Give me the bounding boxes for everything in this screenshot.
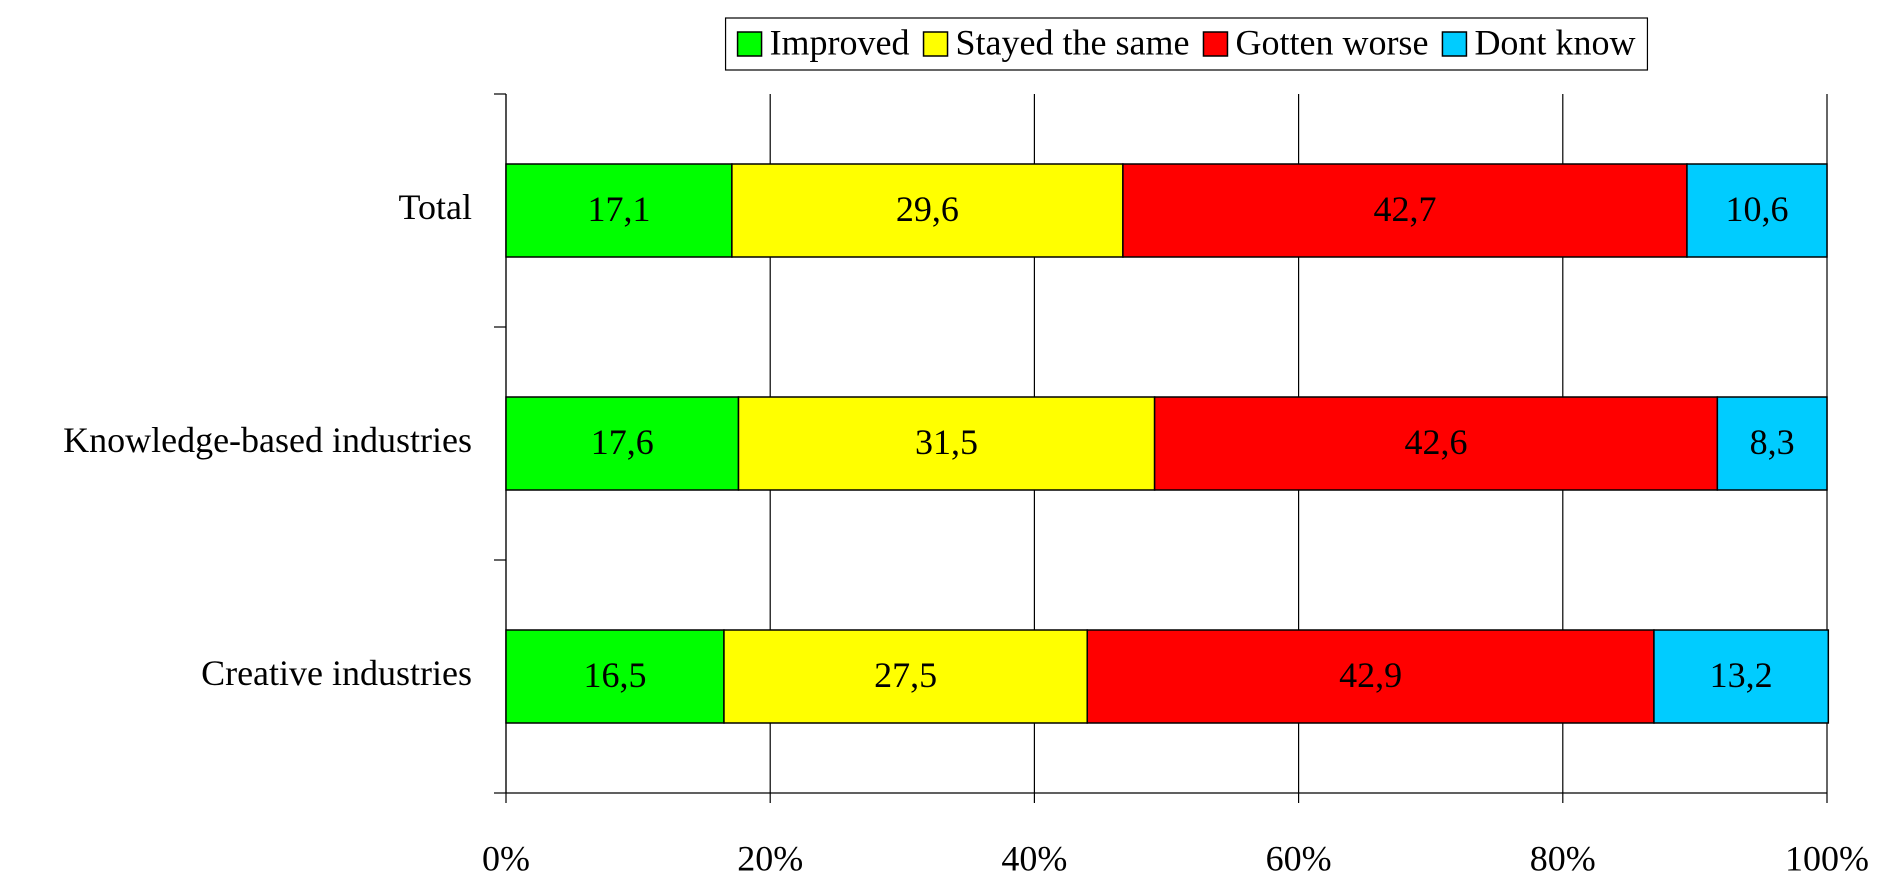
data-label: 27,5: [874, 655, 937, 695]
x-tick-label: 40%: [1001, 838, 1067, 873]
data-label: 42,7: [1373, 189, 1436, 229]
data-label: 29,6: [896, 189, 959, 229]
data-label: 31,5: [915, 422, 978, 462]
bar-segment: [1686, 163, 1828, 258]
legend-label: Gotten worse: [1235, 22, 1428, 62]
data-label: 8,3: [1750, 422, 1795, 462]
bar-segment: [1086, 629, 1655, 724]
bar-segment: [505, 163, 733, 258]
x-tick-label: 0%: [482, 838, 530, 873]
bar-segment: [737, 396, 1156, 491]
data-label: 42,9: [1339, 655, 1402, 695]
legend-label: Stayed the same: [956, 22, 1190, 62]
bar-segment: [723, 629, 1088, 724]
legend-swatch: [1441, 31, 1468, 57]
x-tick-label: 100%: [1785, 838, 1869, 873]
data-label: 42,6: [1404, 422, 1467, 462]
data-label: 10,6: [1725, 189, 1788, 229]
x-tick-label: 20%: [737, 838, 803, 873]
data-label: 16,5: [583, 655, 646, 695]
bar-segment: [1153, 396, 1719, 491]
x-tick-label: 60%: [1266, 838, 1332, 873]
x-tick-label: 80%: [1530, 838, 1596, 873]
legend-swatch: [922, 31, 949, 57]
legend-label: Dont know: [1474, 22, 1635, 62]
y-tick-label: Total: [399, 187, 472, 227]
y-tick-label: Creative industries: [201, 653, 472, 693]
data-label: 17,1: [587, 189, 650, 229]
data-label: 17,6: [591, 422, 654, 462]
bar-segment: [1716, 396, 1828, 491]
legend-swatch: [736, 31, 763, 57]
y-tick-label: Knowledge-based industries: [63, 420, 472, 460]
bar-segment: [731, 163, 1124, 258]
data-label: 13,2: [1710, 655, 1773, 695]
bar-segment: [1122, 163, 1688, 258]
legend-swatch: [1202, 31, 1229, 57]
bar-segment: [1653, 629, 1830, 724]
legend-label: Improved: [770, 22, 910, 62]
legend: [724, 17, 1649, 71]
